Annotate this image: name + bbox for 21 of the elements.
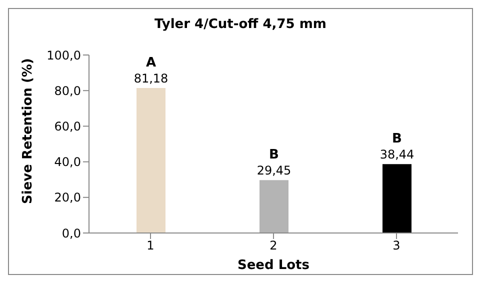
annotation: B [269,148,279,163]
y-tick-label: 20,0 [54,190,81,205]
bar [260,180,288,233]
annotation: B [392,132,402,147]
data-label: 29,45 [256,164,292,178]
y-tick-label: 60,0 [54,119,81,134]
bar [382,164,412,233]
y-tick-label: 0,0 [62,226,81,240]
x-axis-title: Seed Lots [238,258,310,273]
y-tick-label: 100,0 [46,48,81,62]
x-tick-label: 3 [392,238,400,253]
x-tick-label: 1 [146,238,154,253]
bar [136,88,166,233]
chart-title: Tyler 4/Cut-off 4,75 mm [154,17,328,34]
data-label: 38,44 [380,148,414,162]
y-tick-label: 40,0 [54,155,81,170]
y-axis-title: Sieve Retention (%) [20,58,36,204]
data-label: 81,18 [134,72,168,86]
y-tick-label: 80,0 [54,84,81,98]
annotation: A [146,56,156,70]
x-tick-label: 2 [270,238,278,253]
